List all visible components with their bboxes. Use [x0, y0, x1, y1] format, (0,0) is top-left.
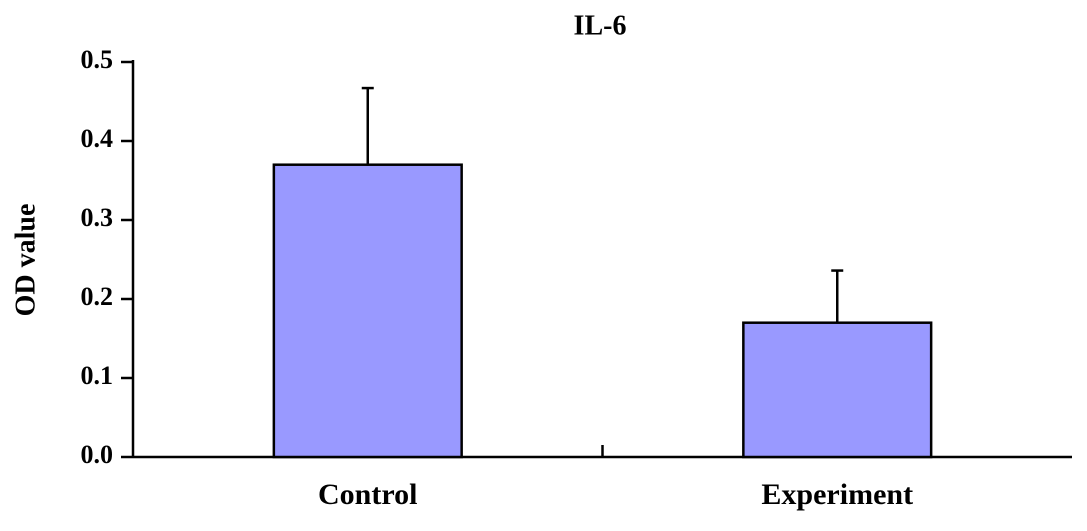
y-tick-label: 0.5: [81, 45, 114, 74]
y-axis-label: OD value: [10, 204, 41, 317]
chart-title: IL-6: [574, 10, 627, 41]
y-tick-label: 0.1: [81, 361, 114, 390]
y-tick-label: 0.4: [81, 124, 114, 153]
y-tick-label: 0.0: [81, 440, 114, 469]
x-tick-label: Control: [318, 478, 417, 511]
y-tick-label: 0.2: [81, 282, 114, 311]
bar: [742, 321, 933, 459]
bar: [272, 163, 463, 459]
y-tick-label: 0.3: [81, 203, 114, 232]
x-tick-label: Experiment: [761, 478, 913, 511]
